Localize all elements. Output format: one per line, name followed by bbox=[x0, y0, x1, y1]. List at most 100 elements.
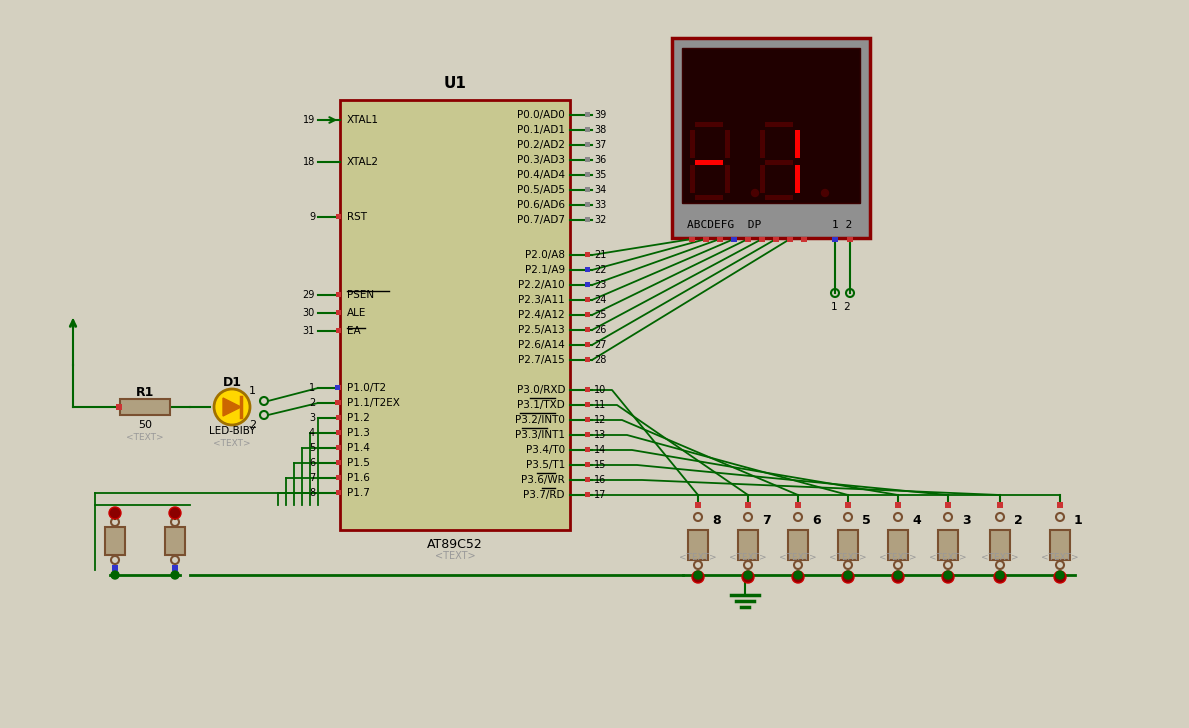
Text: P1.3: P1.3 bbox=[347, 428, 370, 438]
Text: P0.2/AD2: P0.2/AD2 bbox=[517, 140, 565, 150]
Text: <TEXT>: <TEXT> bbox=[435, 551, 476, 561]
Bar bbox=[585, 187, 590, 192]
Text: P2.4/A12: P2.4/A12 bbox=[518, 310, 565, 320]
Bar bbox=[336, 292, 341, 297]
Circle shape bbox=[996, 571, 1004, 579]
Text: LED-BIBY: LED-BIBY bbox=[209, 426, 256, 436]
Text: P1.4: P1.4 bbox=[347, 443, 370, 453]
Bar bbox=[336, 490, 341, 495]
Circle shape bbox=[111, 571, 119, 579]
Bar bbox=[731, 237, 737, 242]
Bar bbox=[585, 112, 590, 117]
Text: P2.3/A11: P2.3/A11 bbox=[518, 295, 565, 305]
Text: <TEXT>: <TEXT> bbox=[729, 553, 767, 561]
Bar bbox=[105, 527, 125, 555]
Text: 37: 37 bbox=[594, 140, 606, 150]
Bar bbox=[845, 572, 851, 578]
Text: 27: 27 bbox=[594, 340, 606, 350]
Bar bbox=[895, 572, 901, 578]
Circle shape bbox=[692, 571, 704, 583]
Bar bbox=[696, 122, 723, 127]
Circle shape bbox=[744, 571, 751, 579]
Bar bbox=[838, 530, 858, 560]
Bar bbox=[682, 48, 860, 203]
Bar bbox=[1057, 502, 1063, 508]
Bar bbox=[998, 572, 1004, 578]
Text: 1: 1 bbox=[249, 386, 256, 396]
Circle shape bbox=[844, 571, 853, 579]
Text: P3.6/WR: P3.6/WR bbox=[521, 475, 565, 485]
Text: <TEXT>: <TEXT> bbox=[213, 438, 251, 448]
Text: 12: 12 bbox=[594, 415, 606, 425]
Bar bbox=[585, 267, 590, 272]
Text: <TEXT>: <TEXT> bbox=[929, 553, 967, 561]
Text: <TEXT>: <TEXT> bbox=[779, 553, 817, 561]
Text: <TEXT>: <TEXT> bbox=[679, 553, 717, 561]
Bar bbox=[336, 328, 341, 333]
Text: P1.1/T2EX: P1.1/T2EX bbox=[347, 398, 400, 408]
Text: P0.6/AD6: P0.6/AD6 bbox=[517, 200, 565, 210]
Text: 32: 32 bbox=[594, 215, 606, 225]
Bar bbox=[165, 527, 185, 555]
Bar bbox=[172, 507, 178, 513]
Text: P1.2: P1.2 bbox=[347, 413, 370, 423]
Text: XTAL1: XTAL1 bbox=[347, 115, 379, 125]
Bar bbox=[759, 237, 765, 242]
Text: 7: 7 bbox=[309, 473, 315, 483]
Text: 1: 1 bbox=[309, 383, 315, 393]
Bar bbox=[746, 572, 751, 578]
Text: AT89C52: AT89C52 bbox=[427, 537, 483, 550]
Polygon shape bbox=[224, 398, 241, 416]
Text: P3.0/RXD: P3.0/RXD bbox=[516, 385, 565, 395]
Bar bbox=[990, 530, 1009, 560]
Bar bbox=[335, 400, 340, 405]
Text: 38: 38 bbox=[594, 125, 606, 135]
Circle shape bbox=[944, 571, 952, 579]
Text: 1: 1 bbox=[1074, 513, 1083, 526]
Text: P2.1/A9: P2.1/A9 bbox=[524, 265, 565, 275]
Text: P3.3/INT1: P3.3/INT1 bbox=[515, 430, 565, 440]
Text: P2.7/A15: P2.7/A15 bbox=[518, 355, 565, 365]
Text: 3: 3 bbox=[962, 513, 970, 526]
Bar bbox=[585, 127, 590, 132]
Bar bbox=[725, 130, 730, 158]
Circle shape bbox=[794, 571, 803, 579]
Text: 3: 3 bbox=[309, 413, 315, 423]
Bar bbox=[585, 312, 590, 317]
Text: ALE: ALE bbox=[347, 308, 366, 318]
Bar bbox=[773, 237, 779, 242]
Circle shape bbox=[109, 507, 121, 519]
Bar bbox=[688, 530, 707, 560]
Circle shape bbox=[742, 571, 754, 583]
Text: 33: 33 bbox=[594, 200, 606, 210]
Text: 39: 39 bbox=[594, 110, 606, 120]
Text: 26: 26 bbox=[594, 325, 606, 335]
Text: P2.2/A10: P2.2/A10 bbox=[518, 280, 565, 290]
Bar bbox=[585, 297, 590, 302]
Text: 4: 4 bbox=[309, 428, 315, 438]
Circle shape bbox=[842, 571, 854, 583]
Bar bbox=[672, 38, 870, 238]
Text: 8: 8 bbox=[309, 488, 315, 498]
Bar bbox=[788, 530, 809, 560]
Bar bbox=[696, 195, 723, 200]
Bar bbox=[120, 399, 170, 415]
Bar bbox=[938, 530, 958, 560]
Text: P3.7/RD: P3.7/RD bbox=[523, 490, 565, 500]
Circle shape bbox=[214, 389, 250, 425]
Text: P1.7: P1.7 bbox=[347, 488, 370, 498]
Text: P0.5/AD5: P0.5/AD5 bbox=[517, 185, 565, 195]
Text: P1.6: P1.6 bbox=[347, 473, 370, 483]
Text: P0.3/AD3: P0.3/AD3 bbox=[517, 155, 565, 165]
Bar bbox=[1057, 572, 1063, 578]
Circle shape bbox=[892, 571, 904, 583]
Bar bbox=[585, 342, 590, 347]
Bar bbox=[585, 402, 590, 407]
Bar bbox=[112, 507, 118, 513]
Text: 6: 6 bbox=[812, 513, 820, 526]
Text: 16: 16 bbox=[594, 475, 606, 485]
Bar bbox=[336, 415, 341, 420]
Bar bbox=[795, 572, 801, 578]
Text: 4: 4 bbox=[912, 513, 920, 526]
Bar bbox=[585, 202, 590, 207]
